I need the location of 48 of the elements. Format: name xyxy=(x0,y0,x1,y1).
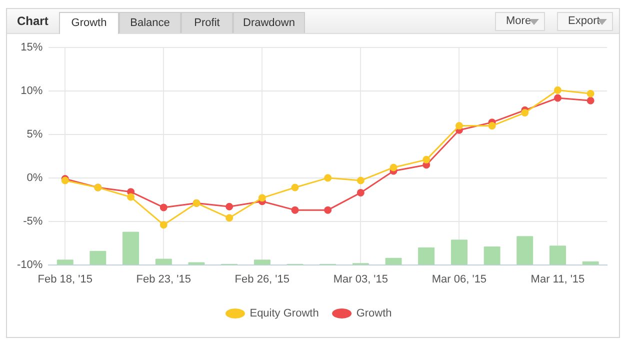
legend-label: Equity Growth xyxy=(250,308,319,320)
y-tick-label: 0% xyxy=(26,172,43,184)
y-tick-label: 5% xyxy=(26,128,43,141)
point xyxy=(586,90,594,98)
point xyxy=(455,122,463,130)
text: Balance xyxy=(119,12,181,33)
x-tick-label: Mar 11, '15 xyxy=(530,273,585,286)
text: More xyxy=(506,15,532,27)
y-tick-label: -10% xyxy=(16,258,43,271)
x-tick-label: Mar 03, '15 xyxy=(333,273,388,286)
point xyxy=(422,156,430,164)
x-tick-label: Feb 18, '15 xyxy=(38,273,92,286)
text: Drawdown xyxy=(233,12,305,33)
point xyxy=(521,109,529,117)
legend-label: Growth xyxy=(356,308,392,320)
point xyxy=(160,221,168,229)
point xyxy=(554,94,562,102)
point xyxy=(324,206,332,214)
point xyxy=(554,86,562,94)
point xyxy=(127,193,135,201)
x-tick-label: Mar 06, '15 xyxy=(432,273,487,286)
chart-title: Chart xyxy=(17,14,48,28)
point xyxy=(258,194,266,202)
bar xyxy=(155,258,172,265)
point xyxy=(291,184,299,192)
text: Growth xyxy=(59,12,119,34)
bar xyxy=(450,240,468,265)
x-tick-label: Feb 23, '15 xyxy=(136,273,191,286)
bar xyxy=(385,258,402,265)
point xyxy=(324,174,332,182)
point xyxy=(160,204,168,212)
point xyxy=(356,188,364,196)
y-tick-label: -5% xyxy=(23,215,43,228)
x-tick-label: Feb 26, '15 xyxy=(234,273,290,286)
point xyxy=(356,176,364,184)
text: Export xyxy=(568,15,600,27)
point xyxy=(291,206,299,214)
bar xyxy=(516,236,534,265)
y-tick-label: 10% xyxy=(20,85,43,98)
bar xyxy=(582,261,599,265)
bar xyxy=(122,232,140,265)
point xyxy=(226,214,234,222)
point xyxy=(488,122,496,130)
text: Profit xyxy=(181,12,233,33)
point xyxy=(586,96,594,104)
point xyxy=(390,164,398,172)
y-tick-label: 15% xyxy=(20,42,43,54)
point xyxy=(226,202,234,210)
